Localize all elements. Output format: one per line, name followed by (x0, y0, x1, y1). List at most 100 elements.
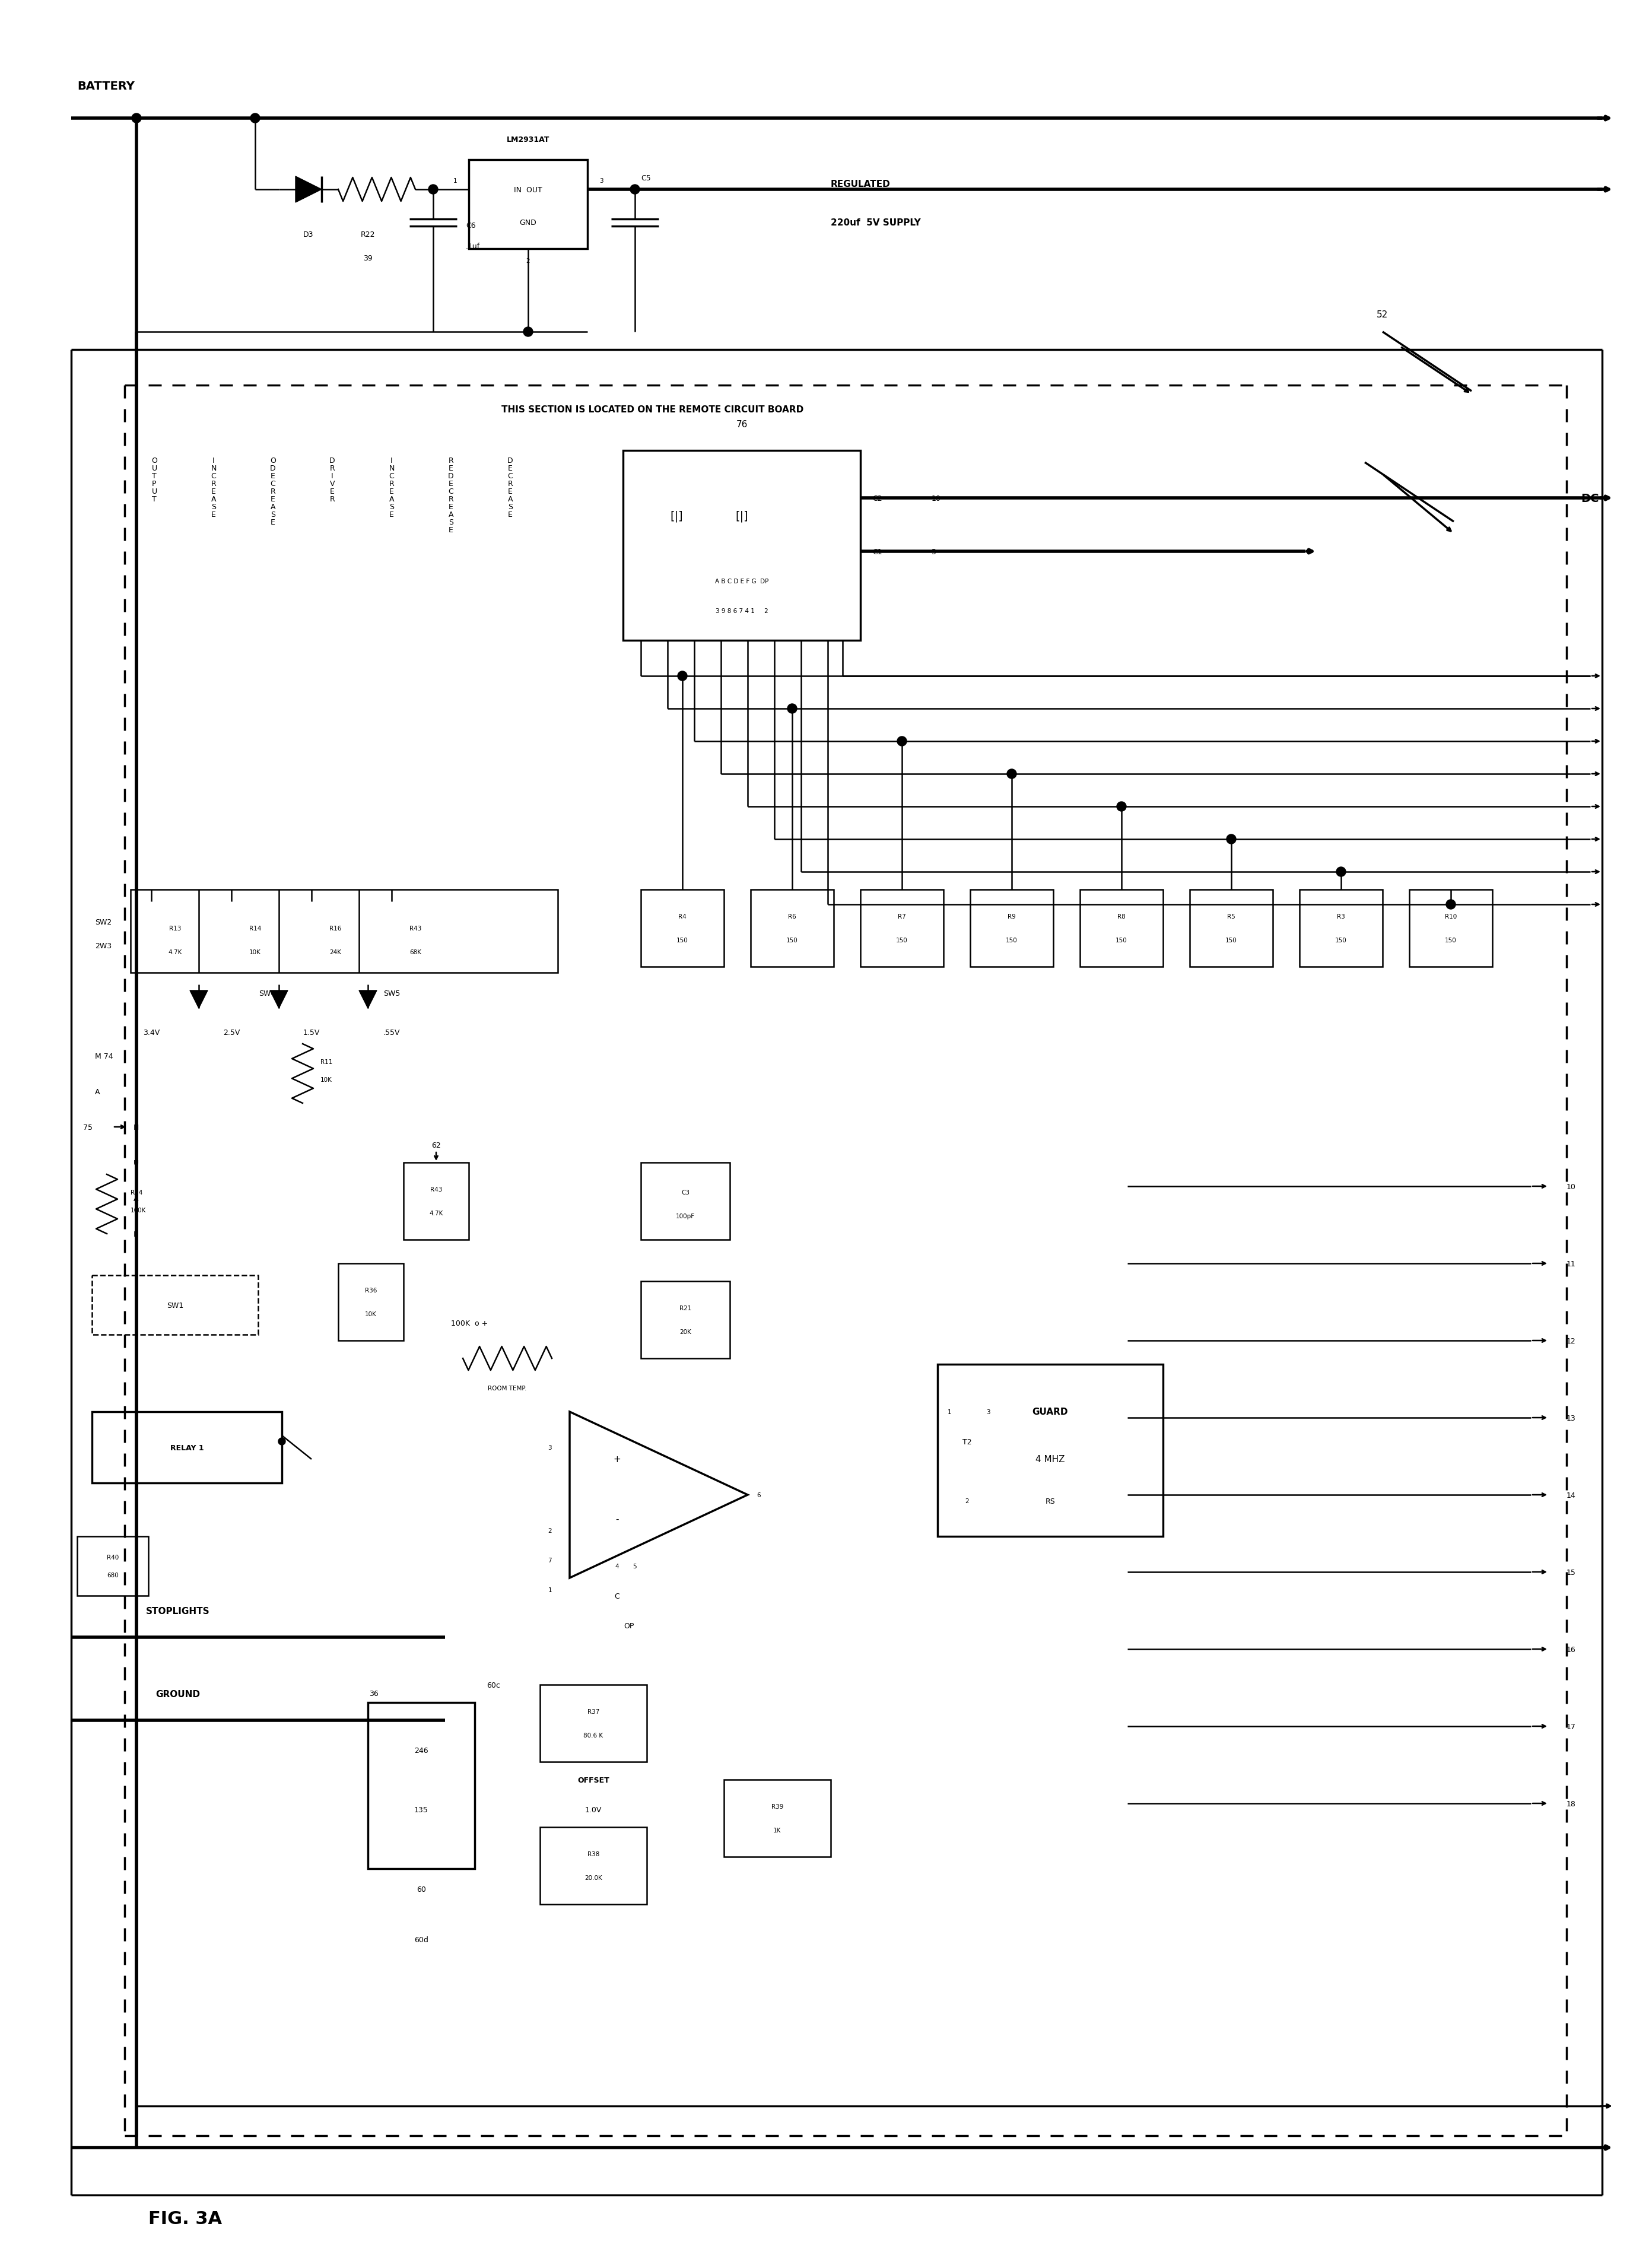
Text: R36: R36 (364, 1288, 378, 1293)
Text: R5: R5 (1227, 914, 1235, 919)
Text: 15: 15 (1567, 1567, 1576, 1576)
Bar (92, 1275, 259, 1336)
Polygon shape (359, 991, 376, 1009)
Text: 10K: 10K (364, 1311, 376, 1318)
Text: 13: 13 (1567, 1413, 1576, 1422)
Text: 4.7K: 4.7K (429, 1211, 444, 1216)
Text: 2W3: 2W3 (96, 943, 112, 950)
Bar (641, 1163, 731, 1241)
Bar (724, 1780, 831, 1857)
Text: R13: R13 (168, 925, 181, 932)
Text: GROUND: GROUND (155, 1690, 200, 1699)
Text: R10: R10 (1445, 914, 1456, 919)
Text: 150: 150 (787, 937, 798, 943)
Text: 16: 16 (1567, 1644, 1576, 1653)
Polygon shape (270, 991, 289, 1009)
Text: RS: RS (1045, 1497, 1055, 1504)
Text: 100K  o +: 100K o + (450, 1320, 488, 1327)
Text: 11: 11 (1567, 1259, 1576, 1268)
Text: +: + (613, 1456, 622, 1463)
Text: I
N
C
R
E
A
S
E: I N C R E A S E (389, 456, 394, 519)
Text: 76: 76 (735, 420, 747, 429)
Text: C2: C2 (872, 494, 882, 501)
Text: 20K: 20K (679, 1329, 691, 1336)
Text: O
D
E
C
R
E
A
S
E: O D E C R E A S E (270, 456, 275, 526)
Text: 2: 2 (965, 1497, 970, 1504)
Text: 1.5V: 1.5V (303, 1027, 320, 1036)
Text: SW4: SW4 (259, 989, 275, 998)
Text: C1: C1 (872, 549, 882, 556)
Text: 150: 150 (1336, 937, 1347, 943)
Text: R16: R16 (330, 925, 341, 932)
Circle shape (1446, 900, 1456, 909)
Text: 62: 62 (432, 1141, 440, 1150)
Text: R7: R7 (897, 914, 905, 919)
Text: R6: R6 (788, 914, 796, 919)
Text: R14: R14 (249, 925, 261, 932)
Circle shape (1008, 769, 1016, 778)
Bar (130, 889, 557, 973)
Text: THIS SECTION IS LOCATED ON THE REMOTE CIRCUIT BOARD: THIS SECTION IS LOCATED ON THE REMOTE CI… (501, 406, 803, 413)
Text: R34: R34 (130, 1188, 142, 1195)
Bar (938, 1365, 1163, 1535)
Text: A: A (96, 1089, 101, 1095)
Text: 4.7K: 4.7K (168, 950, 181, 955)
Text: 75: 75 (82, 1123, 92, 1132)
Text: 1: 1 (453, 177, 457, 184)
Text: 150: 150 (1116, 937, 1128, 943)
Text: 150: 150 (676, 937, 688, 943)
Text: 2.5V: 2.5V (223, 1027, 239, 1036)
Circle shape (429, 186, 439, 195)
Text: C6: C6 (465, 222, 475, 229)
Text: 3: 3 (986, 1408, 989, 1415)
Bar (338, 1263, 404, 1340)
Polygon shape (295, 177, 322, 202)
Text: R43: R43 (430, 1186, 442, 1193)
Bar (750, 889, 834, 966)
Text: O
U
T
P
U
T: O U T P U T (152, 456, 157, 503)
Text: 150: 150 (895, 937, 909, 943)
Circle shape (897, 737, 907, 746)
Text: 7: 7 (547, 1558, 552, 1563)
Text: 3: 3 (599, 177, 604, 184)
Text: BATTERY: BATTERY (78, 79, 135, 91)
Text: R8: R8 (1118, 914, 1126, 919)
Text: R43: R43 (409, 925, 422, 932)
Bar (404, 1163, 468, 1241)
Text: 14: 14 (1567, 1490, 1576, 1499)
Text: I
N
C
R
E
A
S
E: I N C R E A S E (211, 456, 216, 519)
Text: 68K: 68K (409, 950, 420, 955)
Text: IN  OUT: IN OUT (514, 186, 543, 193)
Text: 135: 135 (414, 1805, 429, 1814)
Bar (539, 1828, 646, 1905)
Circle shape (1336, 866, 1346, 878)
Text: 680: 680 (107, 1572, 119, 1579)
Bar (468, 161, 587, 249)
Text: 220uf  5V SUPPLY: 220uf 5V SUPPLY (831, 218, 920, 227)
Text: R22: R22 (361, 231, 376, 238)
Circle shape (279, 1438, 285, 1445)
Text: A: A (134, 1195, 139, 1202)
Bar (861, 889, 943, 966)
Text: STOPLIGHTS: STOPLIGHTS (147, 1606, 209, 1615)
Text: 3 9 8 6 7 4 1     2: 3 9 8 6 7 4 1 2 (716, 608, 768, 615)
Text: 60d: 60d (414, 1937, 429, 1944)
Circle shape (132, 113, 142, 122)
Text: 20.0K: 20.0K (584, 1876, 602, 1880)
Text: 3.4V: 3.4V (143, 1027, 160, 1036)
Text: 60: 60 (417, 1885, 425, 1894)
Bar (368, 1703, 475, 1869)
Text: R39: R39 (772, 1803, 783, 1810)
Text: [|]: [|] (735, 510, 749, 522)
Circle shape (523, 327, 533, 338)
Text: DC: DC (1581, 492, 1600, 503)
Circle shape (678, 671, 688, 680)
Text: ROOM TEMP.: ROOM TEMP. (488, 1386, 526, 1390)
Text: 100K: 100K (130, 1207, 147, 1213)
Text: 36: 36 (369, 1690, 379, 1696)
Text: 2: 2 (547, 1529, 552, 1533)
Bar (539, 1685, 646, 1762)
Text: 150: 150 (1006, 937, 1017, 943)
Text: 12: 12 (1567, 1336, 1576, 1345)
Text: N: N (134, 1123, 139, 1132)
